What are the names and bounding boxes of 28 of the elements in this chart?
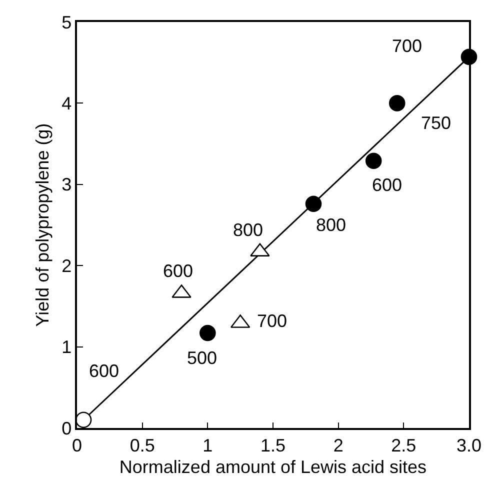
x-tick-label: 0.5 xyxy=(130,435,155,456)
y-tick-label: 0 xyxy=(62,418,72,438)
x-tick-label: 2.5 xyxy=(391,435,416,456)
annotation: 700 xyxy=(257,311,288,331)
x-tick-label: 1.5 xyxy=(260,435,286,456)
y-tick-label: 3 xyxy=(62,174,72,195)
point xyxy=(305,196,322,212)
x-tick-label: 1 xyxy=(202,435,213,456)
annotation: 800 xyxy=(233,220,264,240)
y-tick-label: 5 xyxy=(62,12,72,32)
annotation: 600 xyxy=(163,261,194,281)
y-tick-label: 4 xyxy=(62,94,72,114)
annotation: 700 xyxy=(392,36,422,56)
x-tick-label: 2 xyxy=(333,435,344,456)
annotation: 750 xyxy=(421,113,452,133)
point xyxy=(200,324,216,342)
x-tick-label: 3.0 xyxy=(456,435,482,456)
point xyxy=(365,152,382,169)
y-tick-label: 1 xyxy=(62,337,72,358)
annotation: 600 xyxy=(372,175,402,195)
x-axis-title: Normalized amount of Lewis acid sites xyxy=(119,456,427,477)
annotation: 500 xyxy=(187,348,218,368)
point xyxy=(388,95,406,112)
annotation: 800 xyxy=(316,215,346,235)
y-tick-label: 2 xyxy=(62,256,72,276)
annotation: 600 xyxy=(89,361,120,381)
y-axis-title: Yield of polypropylene (g) xyxy=(32,123,52,327)
point xyxy=(75,412,92,428)
